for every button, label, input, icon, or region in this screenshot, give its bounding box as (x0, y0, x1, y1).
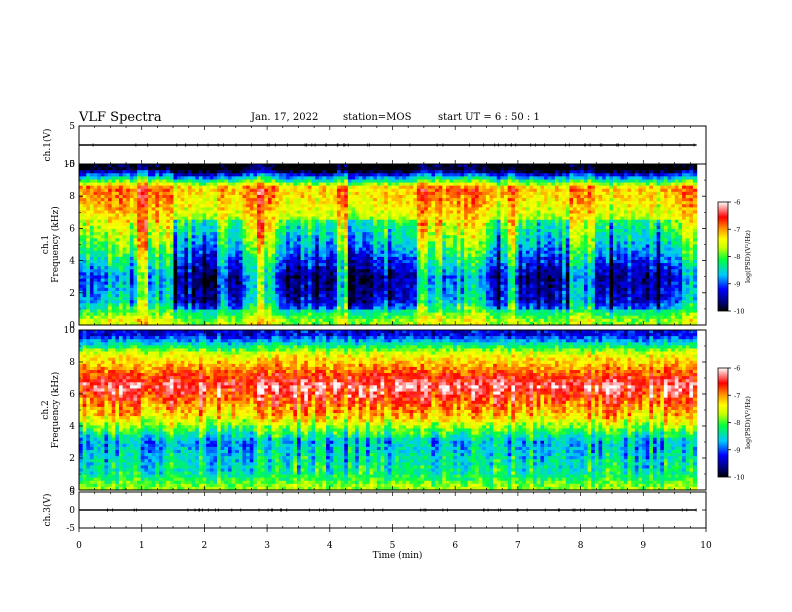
x-tick-label: 4 (327, 541, 333, 551)
colorbar-ch2-spectrogram: -6 -7 -8 -9 -10 log(PSD)(V²/Hz) (717, 365, 752, 482)
y-axis-label: ch.2 (41, 400, 51, 419)
y-tick-label: 5 (69, 122, 75, 132)
colorbar-scale (717, 201, 729, 312)
y-tick-label: 0 (69, 321, 75, 331)
colorbar-tick-label: -6 (734, 365, 740, 373)
x-axis-label: Time (min) (373, 550, 423, 561)
colorbar-tick-label: -6 (734, 199, 740, 207)
y-tick-label: 10 (64, 160, 76, 170)
x-tick-label: 10 (700, 541, 712, 551)
station-label: station=MOS (343, 112, 412, 123)
y-tick-label: 8 (69, 192, 75, 202)
colorbar-tick-label: -9 (734, 280, 740, 288)
x-tick-label: 8 (578, 541, 584, 551)
y-tick-label: 0 (69, 486, 75, 496)
x-tick-label: 7 (515, 541, 521, 551)
y-tick-label: -5 (66, 160, 75, 170)
colorbar-tick-label: -8 (734, 253, 740, 261)
y-tick-label: 2 (69, 454, 75, 464)
colorbar-ch1-spectrogram: -6 -7 -8 -9 -10 log(PSD)(V²/Hz) (717, 199, 752, 316)
y-axis-label: Frequency (kHz) (50, 206, 61, 283)
colorbar-label: log(PSD)(V²/Hz) (744, 396, 752, 449)
colorbar-tick-label: -7 (734, 392, 740, 400)
x-tick-label: 2 (202, 541, 208, 551)
colorbar-tick-label: -10 (734, 474, 744, 482)
x-tick-label: 1 (139, 541, 145, 551)
y-tick-label: 4 (69, 422, 75, 432)
y-tick-label: 4 (69, 257, 75, 267)
y-axis-label: ch.1 (41, 235, 51, 254)
colorbar-tick-label: -10 (734, 308, 744, 316)
y-tick-label: 6 (69, 224, 75, 234)
y-axis-label: ch.1(V) (42, 129, 53, 162)
y-tick-label: 5 (69, 488, 75, 498)
x-tick-label: 9 (640, 541, 646, 551)
colorbar-tick-label: -7 (734, 226, 740, 234)
y-tick-label: 0 (69, 506, 75, 516)
observation-date: Jan. 17, 2022 (251, 112, 319, 123)
panel-ch2-spectrogram: -6 -7 -8 -9 -10 log(PSD)(V²/Hz) 0 2 4 6 8 10 ch.2 Fre… (41, 326, 752, 496)
panel-ch1-spectrogram: -6 -7 -8 -9 -10 log(PSD)(V²/Hz) 0 2 4 6 8 10 ch.1 Fre… (41, 160, 752, 331)
y-tick-label: 8 (69, 358, 75, 368)
figure-title: VLF Spectra (79, 110, 162, 125)
y-tick-label: 10 (64, 326, 76, 336)
colorbar-tick-label: -8 (734, 419, 740, 427)
x-tick-label: 0 (76, 541, 82, 551)
y-tick-label: 2 (69, 289, 75, 299)
colorbar-tick-label: -9 (734, 446, 740, 454)
start-time-label: start UT = 6 : 50 : 1 (438, 112, 540, 123)
y-tick-label: 6 (69, 390, 75, 400)
spectrogram-ch1-spectrogram (79, 164, 698, 326)
x-tick-label: 5 (390, 541, 396, 551)
y-axis-label: ch.3(V) (42, 494, 53, 527)
spectrogram-ch2-spectrogram (79, 330, 698, 491)
y-axis-label: Frequency (kHz) (50, 372, 61, 449)
y-tick-label: -5 (66, 524, 75, 534)
x-tick-label: 6 (452, 541, 458, 551)
colorbar-scale (717, 367, 729, 478)
colorbar-label: log(PSD)(V²/Hz) (744, 230, 752, 283)
x-tick-label: 3 (264, 541, 270, 551)
panel-ch3-waveform: 50-5ch.3(V) (42, 488, 707, 534)
panel-ch1-waveform: 5 -5 ch.1(V) (42, 122, 707, 170)
